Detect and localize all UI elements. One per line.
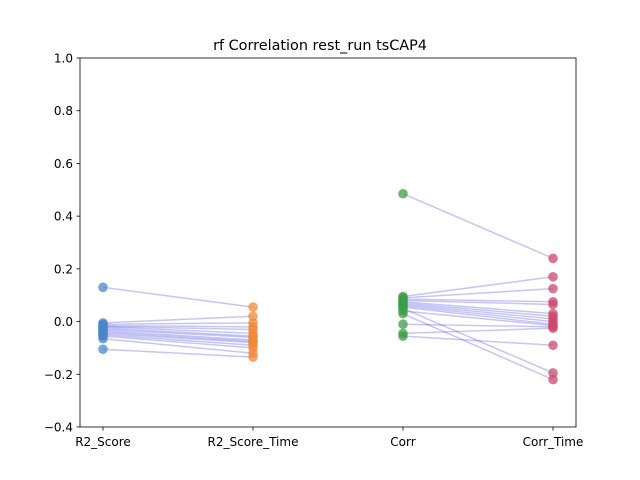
pair-connector-line [402,305,554,323]
x-tick-label: Corr_Time [523,435,584,449]
pair-connector-line [402,299,554,306]
pair-connector-line [402,335,554,347]
r2-score-time-point [248,311,258,322]
y-tick-label: −0.2 [44,368,73,382]
pair-connector-line [402,307,554,374]
pair-connector-line [102,332,254,344]
y-tick-label: 0.2 [54,262,73,276]
chart-title: rf Correlation rest_run tsCAP4 [213,38,427,54]
y-tick-label: 0.6 [54,157,73,171]
pair-connector-line [102,326,254,335]
pair-connector-line [102,315,254,324]
pair-connector-line [102,325,254,331]
corr-time-point [548,340,558,351]
connector-lines [102,193,554,381]
pair-connector-line [402,310,554,327]
pair-connector-line [102,324,254,328]
pair-connector-line [402,298,554,303]
corr-time-point [548,368,558,378]
x-axis: R2_Score R2_Score_Time Corr Corr_Time [75,427,583,449]
pair-connector-line [102,337,254,354]
pair-connector-line [402,327,554,335]
x-tick-label: Corr [390,435,415,449]
y-tick-label: 0.0 [54,315,73,329]
r2-score-time-point [248,302,258,312]
pair-connector-line [102,348,254,358]
pair-connector-line [402,287,554,299]
pair-connector-line [102,331,254,343]
pair-connector-line [402,312,554,381]
r2-score-point [98,344,108,355]
pair-connector-line [102,286,254,308]
x-tick-label: R2_Score_Time [208,435,299,449]
corr-point [398,188,408,199]
r2-score-point [98,282,108,293]
corr-point [398,331,408,341]
y-tick-label: 0.4 [54,210,73,224]
r2-score-point [98,333,108,344]
corr-point [398,319,408,330]
corr-time-point [548,253,558,264]
y-tick-label: −0.4 [44,421,73,435]
pair-connector-line [102,334,254,347]
pair-connector-line [102,335,254,349]
data-points [98,188,558,385]
pair-connector-line [102,322,254,325]
pair-connector-line [102,330,254,341]
corr-time-point [548,374,558,385]
pair-connector-line [402,301,554,315]
corr-point [398,308,408,319]
pair-connector-line [402,302,554,318]
y-tick-label: 1.0 [54,52,73,66]
y-tick-label: 0.8 [54,104,73,118]
r2-score-time-point [248,352,258,362]
pair-connector-line [102,328,254,339]
corr-time-point [548,271,558,282]
x-tick-label: R2_Score [75,435,131,449]
corr-time-point [548,299,558,310]
corr-time-point [548,323,558,333]
pair-connector-line [402,323,554,328]
pair-connector-line [402,303,554,320]
y-axis: −0.4 −0.2 0.0 0.2 0.4 0.6 0.8 1.0 [44,52,80,435]
pair-connector-line [402,193,554,260]
pair-connector-line [402,276,554,298]
corr-time-point [548,283,558,294]
pair-connector-line [402,306,554,325]
plot-area-frame [79,57,577,428]
pair-connector-line [102,327,254,337]
